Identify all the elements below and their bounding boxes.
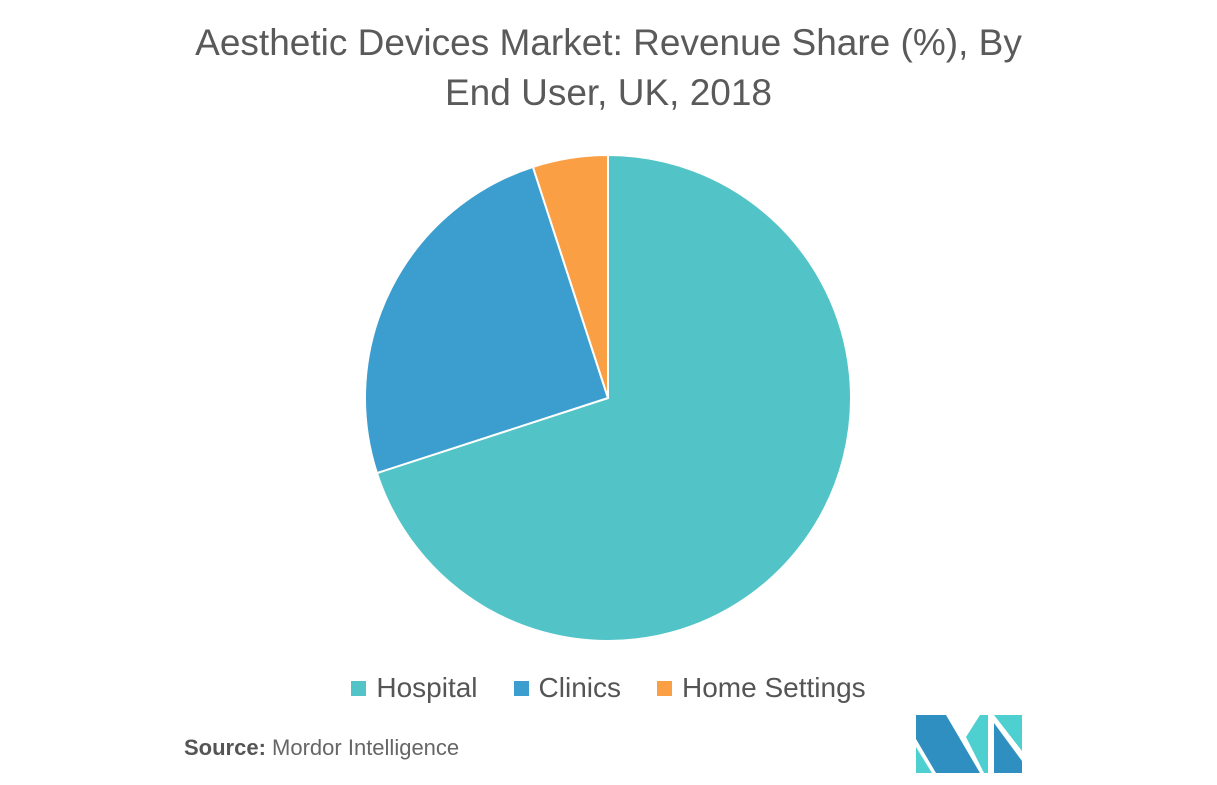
source-text: Mordor Intelligence: [272, 735, 460, 760]
source-note: Source: Mordor Intelligence: [184, 735, 459, 761]
source-label: Source:: [184, 735, 266, 760]
pie-slice-home-settings: [531, 153, 609, 399]
legend-label-clinics: Clinics: [538, 672, 621, 703]
legend-item-clinics: Clinics: [513, 672, 621, 704]
legend: Hospital Clinics Home Settings: [0, 672, 1217, 704]
pie-chart: [364, 153, 852, 642]
chart-title-line-2: End User, UK, 2018: [444, 72, 773, 113]
legend-item-hospital: Hospital: [351, 672, 478, 704]
chart-title: Aesthetic Devices Market: Revenue Share …: [0, 18, 1217, 118]
legend-swatch-home-settings: [657, 680, 672, 696]
legend-label-hospital: Hospital: [376, 672, 478, 703]
legend-item-home-settings: Home Settings: [657, 672, 866, 704]
pie-slice-clinics: [364, 165, 610, 475]
chart-title-line-1: Aesthetic Devices Market: Revenue Share …: [195, 22, 1022, 63]
legend-label-home-settings: Home Settings: [682, 672, 866, 703]
pie-slice-hospital: [375, 153, 852, 642]
legend-swatch-clinics: [513, 680, 529, 696]
mordor-intelligence-logo: [916, 715, 1022, 773]
legend-swatch-hospital: [351, 680, 367, 696]
